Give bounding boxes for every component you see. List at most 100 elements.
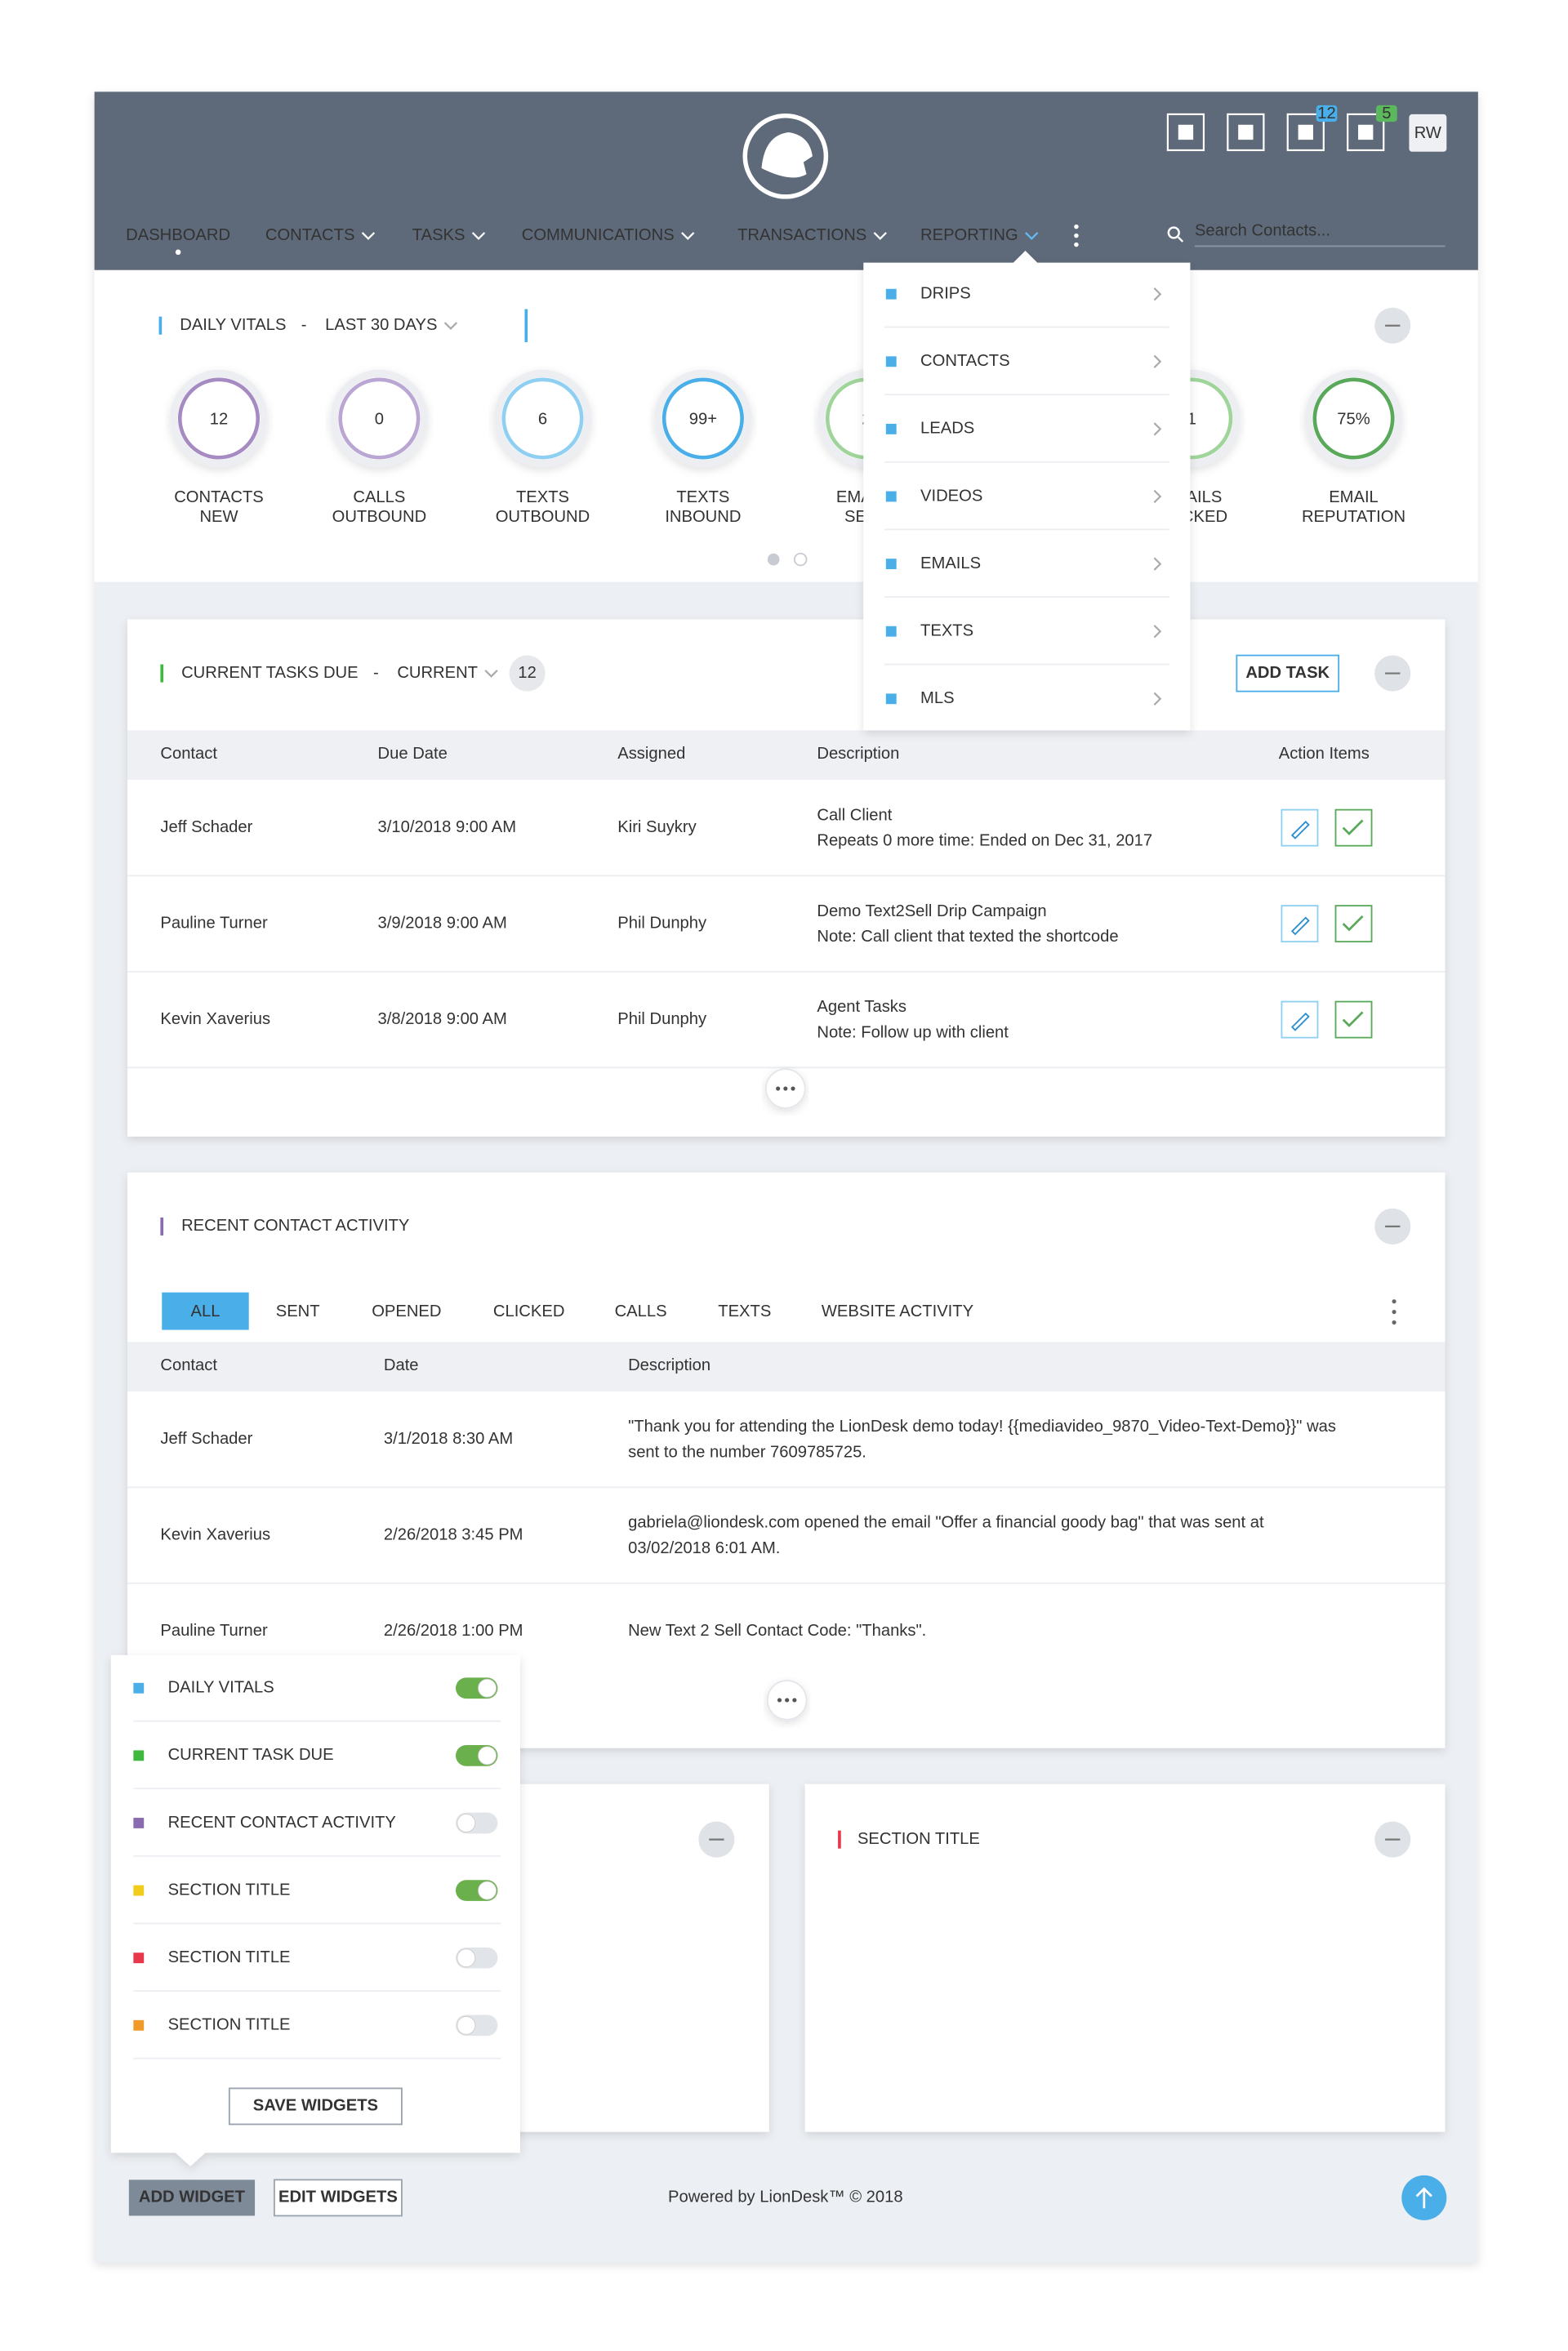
menu-item[interactable]: EMAILS (920, 554, 981, 572)
search-input[interactable]: Search Contacts... (1195, 221, 1330, 239)
toggle-knob (457, 1948, 476, 1968)
metric-value: 75% (1337, 411, 1370, 429)
edit-icon (1290, 821, 1310, 839)
metric-ring-bg (1304, 369, 1403, 468)
more-dot (777, 1698, 782, 1703)
column-header: Description (628, 1356, 710, 1374)
task-description: Demo Text2Sell Drip Campaign (817, 902, 1046, 920)
nav-item[interactable]: DASHBOARD (126, 226, 230, 244)
contact-link[interactable]: Kevin Xaverius (160, 1525, 270, 1543)
assigned-to: Phil Dunphy (617, 914, 707, 932)
nav-item[interactable]: COMMUNICATIONS (522, 226, 675, 244)
due-date: 3/10/2018 9:00 AM (378, 818, 516, 836)
contact-link[interactable]: Pauline Turner (160, 1622, 268, 1640)
nav-item[interactable]: TRANSACTIONS (737, 226, 866, 244)
metric-ring-bg (330, 369, 429, 468)
metric-value: 12 (210, 411, 228, 429)
menu-item[interactable]: TEXTS (920, 622, 973, 640)
activity-tab[interactable]: TEXTS (718, 1302, 771, 1320)
header-icon[interactable] (1227, 113, 1265, 152)
nav-item[interactable]: REPORTING (920, 226, 1018, 244)
widget-name: RECENT CONTACT ACTIVITY (168, 1814, 397, 1832)
activity-tab[interactable]: SENT (276, 1302, 320, 1320)
metric-value: 1 (1187, 411, 1196, 429)
header-icon[interactable] (1286, 113, 1325, 152)
arrow-up (1415, 2187, 1432, 2209)
menu-item[interactable]: VIDEOS (920, 487, 982, 505)
active-tab[interactable] (162, 1292, 249, 1330)
kebab-dot[interactable] (1392, 1309, 1396, 1315)
add-task-label: ADD TASK (1245, 664, 1330, 682)
more-dot (792, 1698, 797, 1703)
widget-color (133, 1952, 145, 1964)
activity-tab[interactable]: WEBSITE ACTIVITY (822, 1302, 974, 1320)
metric-ring (501, 377, 584, 460)
contact-link[interactable]: Jeff Schader (160, 818, 252, 836)
assigned-to: Phil Dunphy (617, 1010, 707, 1028)
activity-tab[interactable]: OPENED (372, 1302, 441, 1320)
menu-item[interactable]: MLS (920, 689, 955, 707)
edit-button[interactable] (1281, 808, 1319, 847)
edit-widgets-label: EDIT WIDGETS (278, 2188, 398, 2206)
section-title: CURRENT TASKS DUE (181, 664, 359, 682)
task-filter[interactable]: CURRENT (397, 664, 478, 682)
kebab-dot[interactable] (1392, 1320, 1396, 1325)
edit-widgets-button[interactable] (273, 2179, 403, 2217)
chevron (1025, 232, 1039, 240)
metric-value: 0 (375, 411, 384, 429)
widget-color (133, 1750, 145, 1761)
user-avatar[interactable] (1409, 114, 1447, 152)
nav-item[interactable]: CONTACTS (265, 226, 355, 244)
activity-tab[interactable]: ALL (191, 1302, 220, 1320)
logo (742, 114, 829, 199)
header (94, 91, 1478, 270)
check-icon (1342, 915, 1364, 932)
nav-item[interactable]: TASKS (412, 226, 466, 244)
pager-dot[interactable] (767, 553, 780, 566)
dropdown-menu (863, 250, 1191, 731)
header-icon-glyph (1178, 124, 1194, 140)
title-bar (160, 1217, 164, 1236)
pager-dot[interactable] (793, 552, 808, 567)
menu-chevron (1153, 557, 1162, 571)
contact-link[interactable]: Pauline Turner (160, 914, 268, 932)
toggle-knob (457, 2015, 476, 2035)
header-icon[interactable] (1347, 113, 1385, 152)
metric-ring (662, 377, 744, 460)
menu-bullet (885, 559, 897, 570)
activity-tab[interactable]: CALLS (615, 1302, 667, 1320)
menu-item[interactable]: CONTACTS (920, 352, 1010, 370)
add-task-button[interactable] (1236, 654, 1340, 692)
add-widget-button[interactable] (128, 2180, 256, 2216)
menu-item[interactable]: LEADS (920, 420, 974, 438)
contact-link[interactable]: Kevin Xaverius (160, 1010, 270, 1028)
chevron (361, 232, 376, 240)
save-widgets-button[interactable] (228, 2087, 403, 2126)
widget-name: CURRENT TASK DUE (168, 1746, 334, 1764)
contact-link[interactable]: Jeff Schader (160, 1430, 252, 1448)
activity-tab[interactable]: CLICKED (493, 1302, 565, 1320)
menu-item[interactable]: DRIPS (920, 285, 971, 303)
task-description: Call Client (817, 806, 892, 824)
more-dot (776, 1086, 781, 1091)
column-header: Contact (160, 1356, 217, 1374)
edit-icon (1290, 916, 1310, 936)
add-widget-label: ADD WIDGET (139, 2188, 246, 2206)
section-title: RECENT CONTACT ACTIVITY (181, 1217, 410, 1235)
kebab-dot[interactable] (1392, 1299, 1396, 1304)
activity-description: "Thank you for attending the LionDesk de… (628, 1418, 1336, 1436)
toggle-knob (478, 1678, 497, 1698)
task-note: Repeats 0 more time: Ended on Dec 31, 20… (817, 831, 1152, 849)
metric-value: 6 (538, 411, 547, 429)
menu-bullet (885, 626, 897, 637)
header-icon[interactable] (1166, 113, 1205, 152)
menu-chevron (1153, 287, 1162, 301)
assigned-to: Kiri Suykry (617, 818, 697, 836)
menu-bullet (885, 356, 897, 367)
widget-name: DAILY VITALS (168, 1679, 274, 1697)
metric-sublabel: OUTBOUND (496, 508, 590, 526)
footer-text: Powered by LionDesk™ © 2018 (668, 2188, 903, 2206)
range-filter[interactable]: LAST 30 DAYS (325, 316, 437, 334)
